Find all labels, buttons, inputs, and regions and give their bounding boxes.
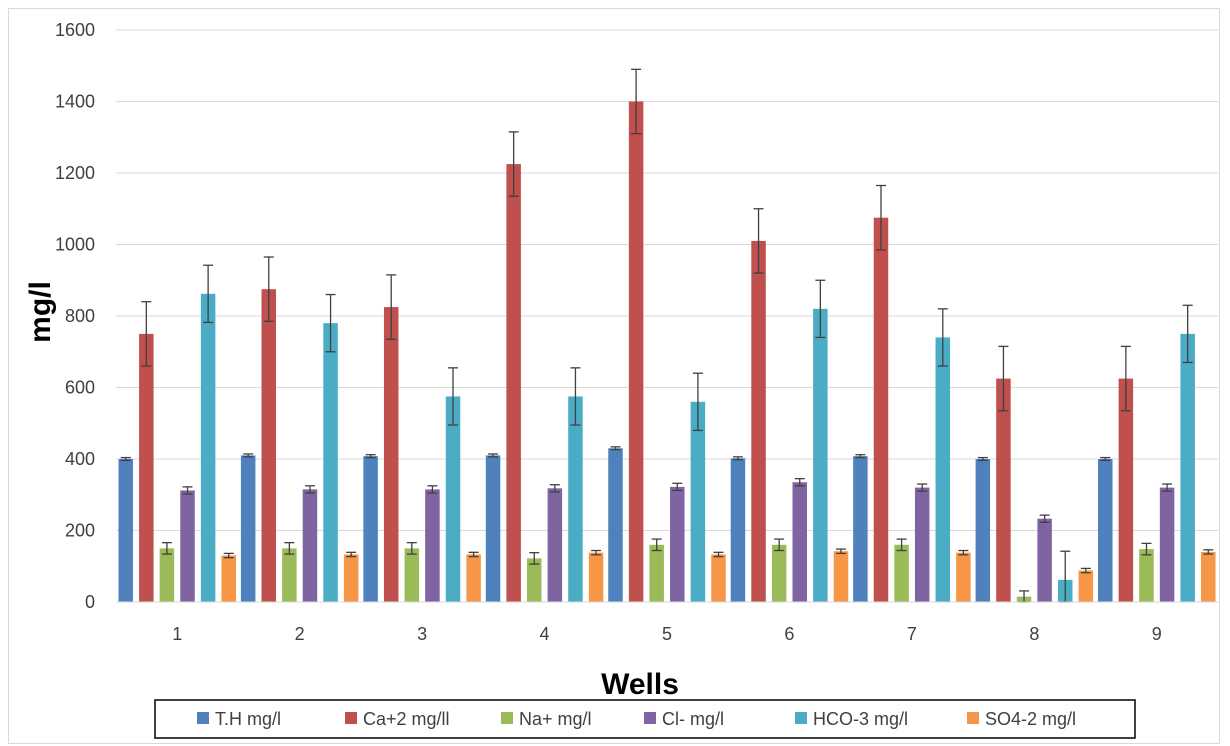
bar xyxy=(751,240,766,603)
bar xyxy=(466,554,481,602)
y-tick-label: 1600 xyxy=(55,20,95,40)
y-tick-label: 0 xyxy=(85,592,95,612)
chart-frame xyxy=(8,8,1220,744)
legend-swatch xyxy=(644,712,656,724)
bar xyxy=(1118,378,1134,602)
bar xyxy=(1201,551,1216,602)
bar xyxy=(180,490,195,602)
bar xyxy=(730,458,746,602)
bar xyxy=(711,554,726,602)
bar xyxy=(159,548,175,602)
bar xyxy=(445,396,461,602)
bar xyxy=(649,544,664,602)
legend-swatch xyxy=(795,712,807,724)
bar xyxy=(547,488,563,602)
bar xyxy=(139,333,154,602)
y-tick-label: 1400 xyxy=(55,92,95,112)
bar xyxy=(363,456,378,602)
y-axis-ticks: 0 200 400 600 800 1000 1200 1400 1600 xyxy=(55,20,95,612)
bar xyxy=(894,544,909,602)
y-tick-label: 200 xyxy=(65,521,95,541)
bar xyxy=(853,456,868,602)
bar xyxy=(1037,518,1052,602)
legend-label: Cl- mg/l xyxy=(662,709,724,729)
legend-label: T.H mg/l xyxy=(215,709,281,729)
bar xyxy=(833,551,849,602)
bar xyxy=(383,307,399,602)
bar xyxy=(568,396,583,602)
y-tick-label: 400 xyxy=(65,449,95,469)
bar xyxy=(1098,459,1113,602)
y-axis-title: mg/l xyxy=(24,281,57,343)
bar xyxy=(956,552,971,602)
y-tick-label: 800 xyxy=(65,306,95,326)
bar xyxy=(1180,333,1195,602)
bar xyxy=(690,401,706,602)
y-tick-label: 1000 xyxy=(55,235,95,255)
bar xyxy=(118,459,133,602)
bar xyxy=(873,217,889,602)
bar xyxy=(935,337,951,602)
bar xyxy=(404,548,420,602)
x-tick-label: 9 xyxy=(1152,624,1162,644)
bar xyxy=(200,293,216,602)
legend-label: SO4-2 mg/l xyxy=(985,709,1076,729)
gridlines xyxy=(116,29,1218,531)
legend-swatch xyxy=(967,712,979,724)
bar xyxy=(485,455,501,602)
bar xyxy=(771,544,787,602)
x-tick-label: 6 xyxy=(784,624,794,644)
bar xyxy=(1139,549,1154,602)
y-tick-label: 600 xyxy=(65,378,95,398)
bar xyxy=(588,552,604,602)
legend-swatch xyxy=(345,712,357,724)
bar xyxy=(343,554,359,602)
legend-label: Na+ mg/l xyxy=(519,709,592,729)
bar xyxy=(608,448,623,602)
bars xyxy=(118,101,1216,603)
x-tick-label: 8 xyxy=(1029,624,1039,644)
bar xyxy=(996,378,1011,602)
bar xyxy=(323,323,338,602)
x-tick-label: 3 xyxy=(417,624,427,644)
bar xyxy=(527,558,542,602)
x-tick-label: 1 xyxy=(172,624,182,644)
y-tick-label: 1200 xyxy=(55,163,95,183)
bar xyxy=(425,489,440,602)
legend: T.H mg/l Ca+2 mg/ll Na+ mg/l Cl- mg/l HCO-3 … xyxy=(197,709,1076,729)
bar xyxy=(302,489,318,602)
legend-label: Ca+2 mg/ll xyxy=(363,709,450,729)
x-tick-label: 5 xyxy=(662,624,672,644)
bar xyxy=(240,455,256,602)
x-axis-ticks: 1 2 3 4 5 6 7 8 9 xyxy=(172,624,1162,644)
bar xyxy=(670,486,685,602)
bar xyxy=(261,289,277,602)
x-tick-label: 4 xyxy=(540,624,550,644)
bar xyxy=(1078,570,1094,602)
bar xyxy=(282,548,297,602)
bar xyxy=(221,555,236,602)
legend-swatch xyxy=(501,712,513,724)
bar xyxy=(975,459,991,602)
x-tick-label: 2 xyxy=(295,624,305,644)
bar xyxy=(628,101,644,602)
bar xyxy=(792,482,807,602)
x-axis-title: Wells xyxy=(601,668,679,701)
legend-label: HCO-3 mg/l xyxy=(813,709,908,729)
error-bars xyxy=(120,68,1214,603)
x-tick-label: 7 xyxy=(907,624,917,644)
legend-swatch xyxy=(197,712,209,724)
bar xyxy=(914,487,930,602)
bar xyxy=(506,164,521,602)
bar xyxy=(813,308,828,602)
bar xyxy=(1159,487,1175,602)
